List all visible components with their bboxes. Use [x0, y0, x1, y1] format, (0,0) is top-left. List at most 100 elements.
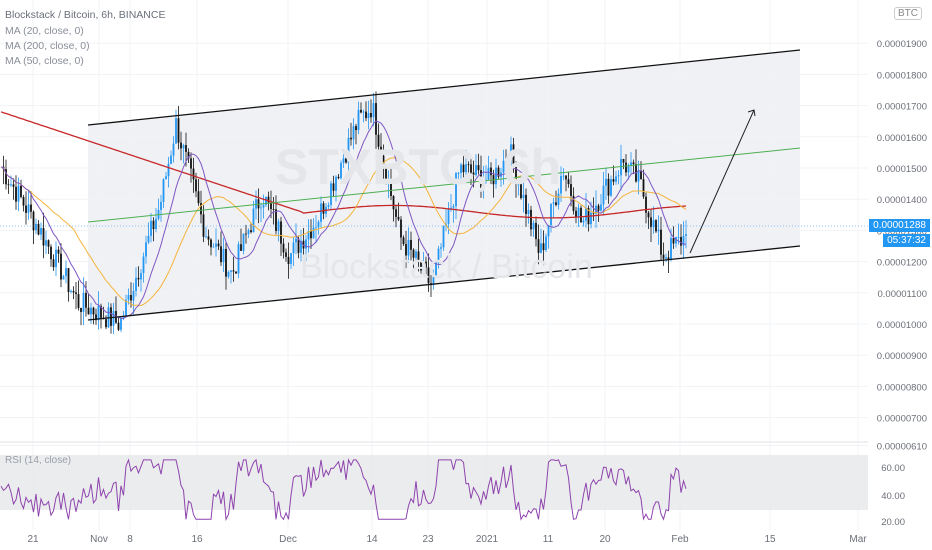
candle-body: [52, 259, 55, 268]
candle-body: [65, 268, 67, 277]
candle-body: [337, 176, 340, 179]
quote-currency-badge[interactable]: BTC: [894, 7, 922, 20]
candle-body: [72, 290, 75, 293]
x-tick-label: 20: [599, 534, 611, 545]
candle-body: [472, 172, 475, 176]
candle-body: [310, 230, 312, 239]
y-tick-label: 0.00001700: [877, 102, 927, 113]
x-tick-label: Feb: [671, 534, 689, 545]
candle-body: [542, 243, 545, 251]
candle-body: [407, 239, 410, 256]
candle-body: [442, 225, 445, 248]
x-axis-labels: 21 Nov 8 16 Dec 14 23 2021 11 20 Feb 15 Mar: [27, 534, 867, 545]
candle-body: [327, 204, 330, 207]
candle-body: [125, 299, 127, 317]
candle-body: [390, 180, 392, 197]
candle-body: [425, 261, 427, 268]
candle-body: [515, 164, 517, 185]
candle-body: [547, 225, 550, 237]
candle-body: [375, 103, 377, 135]
candle-body: [317, 221, 320, 228]
candle-body: [367, 113, 370, 119]
candle-body: [40, 227, 42, 235]
candle-body: [215, 243, 217, 247]
candle-body: [207, 236, 210, 240]
candle-body: [197, 191, 200, 204]
candle-body: [160, 201, 162, 210]
candle-body: [555, 202, 557, 205]
candle-body: [240, 244, 242, 251]
candle-body: [12, 184, 15, 187]
projection-arrow: [689, 109, 755, 254]
candle-body: [105, 319, 107, 328]
candle-body: [32, 211, 35, 231]
candle-body: [292, 242, 295, 254]
candle-body: [522, 194, 525, 199]
candle-body: [350, 137, 352, 140]
ma200-legend[interactable]: MA (200, close, 0): [5, 40, 90, 52]
candle-body: [545, 236, 547, 251]
candle-body: [277, 221, 280, 231]
candle-body: [62, 276, 65, 280]
candle-body: [250, 230, 252, 233]
ma20-legend[interactable]: MA (20, close, 0): [5, 25, 84, 37]
candle-body: [562, 175, 565, 177]
candle-body: [85, 292, 87, 308]
y-tick-label: 0.00000610: [877, 442, 927, 453]
candle-body: [5, 169, 7, 185]
candle-body: [145, 242, 147, 257]
candle-body: [55, 249, 57, 268]
candle-body: [137, 277, 140, 280]
candle-body: [47, 240, 50, 247]
candle-body: [520, 184, 522, 199]
x-tick-label: Nov: [90, 534, 108, 545]
y-tick-label: 0.00000800: [877, 382, 927, 393]
candle-body: [30, 204, 32, 212]
candle-body: [385, 164, 387, 183]
candle-body: [305, 239, 307, 249]
candle-body: [650, 217, 652, 228]
candle-body: [300, 240, 302, 253]
candle-body: [200, 203, 202, 215]
candle-body: [172, 143, 175, 156]
candle-body: [450, 207, 452, 209]
candle-body: [15, 186, 17, 202]
candle-body: [212, 246, 215, 248]
candle-body: [422, 261, 425, 271]
horizontal-gridlines: [0, 42, 868, 447]
candle-body: [205, 236, 207, 238]
candle-body: [312, 227, 315, 239]
candle-body: [155, 218, 157, 230]
candle-body: [140, 273, 142, 280]
candle-body: [557, 193, 560, 205]
candle-body: [620, 159, 622, 176]
candle-body: [437, 248, 440, 263]
candle-body: [395, 209, 397, 217]
candle-body: [275, 209, 277, 231]
candle-body: [397, 216, 400, 220]
candle-body: [37, 223, 40, 235]
candle-body: [27, 204, 30, 213]
candle-body: [600, 204, 602, 211]
candle-body: [432, 275, 435, 286]
rsi-legend[interactable]: RSI (14, close): [5, 455, 72, 466]
symbol-title[interactable]: Blockstack / Bitcoin, 6h, BINANCE: [5, 9, 166, 21]
candle-body: [242, 233, 245, 251]
x-tick-label: 15: [764, 534, 776, 545]
candle-body: [392, 196, 395, 210]
candle-body: [490, 167, 492, 176]
candle-body: [575, 210, 577, 218]
candle-body: [260, 207, 262, 209]
candle-body: [610, 179, 612, 196]
candle-body: [427, 267, 430, 284]
candle-body: [187, 151, 190, 159]
last-price-tag: 0.00001288: [869, 219, 930, 232]
candle-body: [217, 243, 220, 247]
ma50-legend[interactable]: MA (50, close, 0): [5, 55, 84, 67]
candle-body: [440, 247, 442, 249]
candle-body: [527, 209, 530, 214]
rsi-tick-label: 40.00: [881, 491, 905, 502]
candle-body: [280, 221, 282, 244]
candle-body: [175, 118, 177, 144]
